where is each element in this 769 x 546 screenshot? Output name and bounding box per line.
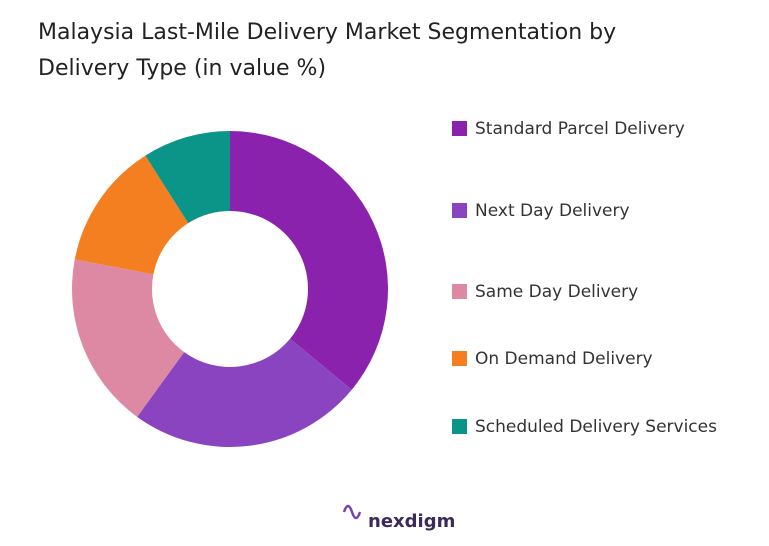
legend-swatch [452, 121, 467, 136]
chart-title-line: Delivery Type (in value %) [38, 56, 326, 81]
legend-swatch [452, 203, 467, 218]
donut-slice [230, 131, 388, 390]
donut-slice [145, 131, 230, 224]
legend-label: Scheduled Delivery Services [475, 417, 717, 437]
donut-slice [74, 155, 189, 275]
legend-swatch [452, 419, 467, 434]
watermark: nexdigm [368, 511, 455, 532]
legend-label: On Demand Delivery [475, 349, 653, 369]
legend-swatch [452, 284, 467, 299]
legend-label: Next Day Delivery [475, 201, 630, 221]
donut-slice [71, 259, 185, 417]
legend-label: Same Day Delivery [475, 282, 638, 302]
legend-label: Standard Parcel Delivery [475, 119, 685, 139]
chart-title-line: Malaysia Last-Mile Delivery Market Segme… [38, 20, 616, 45]
logo-icon [342, 504, 362, 520]
donut-slice [137, 338, 352, 447]
legend-swatch [452, 351, 467, 366]
